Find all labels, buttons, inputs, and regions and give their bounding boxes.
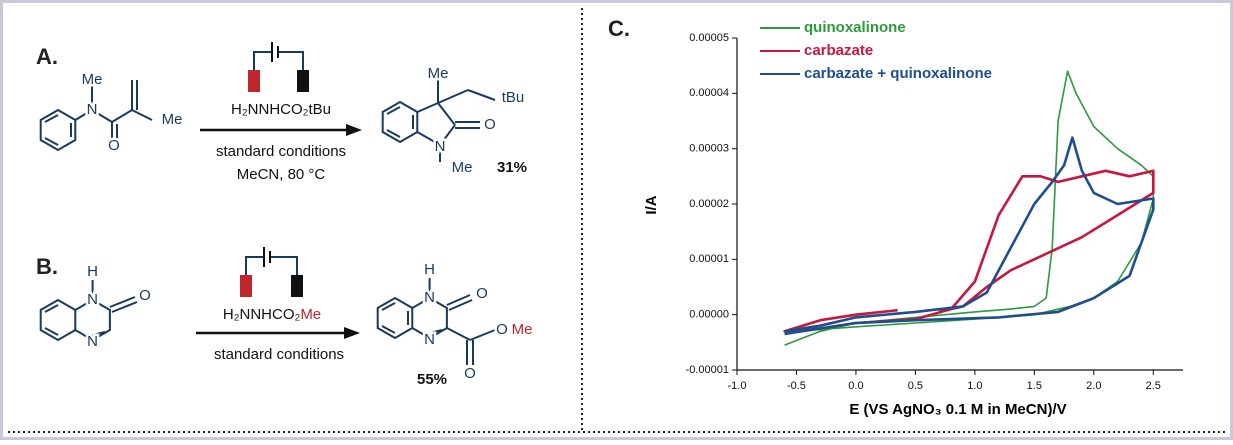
x-tick-label: -0.5 [787,380,806,392]
atom: N [424,331,435,348]
arrow-head [346,124,362,136]
atom: N [87,101,98,118]
conditions: standard conditions [214,346,344,363]
panel-label: C. [608,16,630,41]
x-tick-label: 0.0 [848,380,863,392]
atom: Me [428,65,449,82]
reagent-part: Me [300,306,321,323]
yield: 55% [417,371,447,388]
atom: Me [82,71,103,88]
y-tick-label: 0.00001 [689,253,729,265]
atom: Me [512,321,533,338]
x-tick-label: 2.0 [1086,380,1101,392]
legend-label: carbazate + quinoxalinone [804,65,992,82]
x-tick-label: 0.5 [908,380,923,392]
atom: O [139,287,151,304]
bonds [39,278,496,365]
reagent: H₂NNHCO₂Me [223,306,321,323]
x-tick-label: 1.0 [967,380,982,392]
x-axis-label: E (VS AgNO₃ 0.1 M in MeCN)/V [849,401,1066,418]
atom: O [464,365,476,382]
atom: O [496,321,508,338]
atom: H [424,261,435,278]
atom: Me [452,159,473,176]
x-tick-label: 1.5 [1027,380,1042,392]
y-tick-label: -0.00001 [686,364,729,376]
bonds [39,80,496,162]
legend-label: quinoxalinone [804,19,906,36]
arrow-head [344,327,360,339]
conditions: MeCN, 80 °C [237,166,326,183]
atom: tBu [502,89,525,106]
y-tick-label: 0.00003 [689,143,729,155]
atom: N [435,138,446,155]
conditions: standard conditions [216,143,346,160]
reagent-part: H₂NNHCO₂ [223,306,301,323]
atom: N [87,291,98,308]
electrodes [240,247,303,297]
atom: O [476,285,488,302]
scheme-b: B. H N O N H₂NNHCO₂Me standard condition… [36,247,535,388]
reagent: H₂NNHCO₂tBu [231,101,331,118]
scheme-a: A. Me N O Me H₂NNHCO₂tBu standard condit… [36,42,527,183]
y-tick-label: 0.00002 [689,198,729,210]
atom: O [484,116,496,133]
panel-label: A. [36,44,58,69]
cv-chart: C. E (VS AgNO₃ 0.1 M in MeCN)/V I/A -1.0… [608,16,1183,418]
atom: N [87,333,98,350]
x-tick-label: -1.0 [728,380,747,392]
y-tick-label: 0.00005 [689,32,729,44]
x-tick-label: 2.5 [1146,380,1161,392]
yield: 31% [497,159,527,176]
y-axis-label: I/A [643,195,660,214]
legend-label: carbazate [804,42,873,59]
y-tick-label: 0.00004 [689,87,729,99]
atom: H [87,263,98,280]
atom: O [108,137,120,154]
atom: N [424,289,435,306]
y-tick-label: 0.00000 [689,309,729,321]
atom: Me [162,111,183,128]
panel-label: B. [36,254,58,279]
cv-curve [784,136,1155,336]
electrodes [248,42,309,92]
